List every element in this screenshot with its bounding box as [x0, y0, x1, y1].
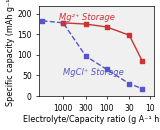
Point: [128, 83, 131, 85]
Point: [105, 68, 108, 70]
Point: [128, 34, 131, 36]
Point: [62, 22, 64, 24]
X-axis label: Electrolyte/Capacity ratio (g A⁻¹ h⁻¹): Electrolyte/Capacity ratio (g A⁻¹ h⁻¹): [23, 115, 160, 124]
Text: MgCl⁺ Storage: MgCl⁺ Storage: [63, 68, 124, 77]
Point: [141, 88, 144, 90]
Y-axis label: Specific capacity (mAh g⁻¹): Specific capacity (mAh g⁻¹): [6, 0, 15, 106]
Point: [41, 20, 44, 22]
Point: [105, 26, 108, 28]
Point: [62, 22, 64, 24]
Point: [84, 55, 87, 57]
Text: Mg²⁺ Storage: Mg²⁺ Storage: [59, 13, 115, 22]
Point: [84, 23, 87, 25]
Point: [141, 60, 144, 62]
